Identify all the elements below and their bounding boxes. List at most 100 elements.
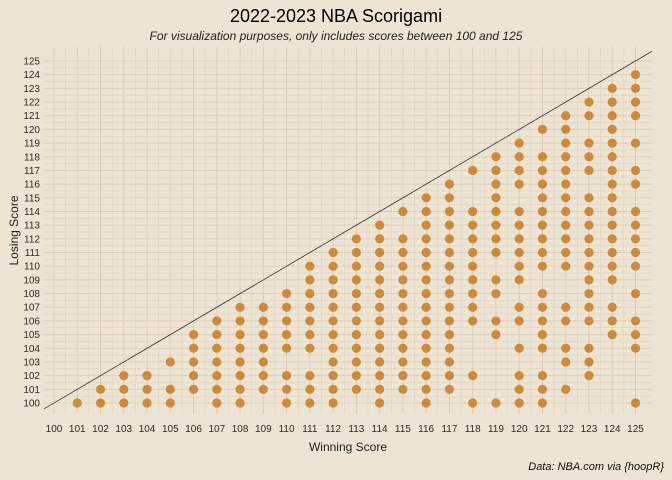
score-point	[212, 357, 222, 367]
score-point	[398, 343, 408, 353]
score-point	[351, 302, 361, 312]
y-tick-label: 106	[23, 316, 40, 327]
score-point	[630, 206, 641, 217]
y-tick-label: 104	[23, 344, 40, 355]
score-point	[282, 302, 292, 312]
score-point	[421, 302, 431, 312]
y-tick-label: 120	[23, 125, 40, 136]
x-tick-label: 123	[581, 424, 598, 435]
score-point	[514, 261, 524, 271]
score-point	[258, 357, 268, 367]
score-point	[235, 384, 245, 394]
score-point	[468, 206, 478, 217]
score-point	[607, 302, 617, 312]
y-tick-label: 114	[24, 207, 40, 218]
score-point	[607, 330, 617, 340]
score-point	[421, 357, 431, 367]
score-point	[584, 302, 594, 312]
score-point	[165, 384, 175, 394]
score-point	[444, 247, 455, 258]
score-point	[328, 288, 338, 299]
score-point	[514, 234, 524, 244]
score-point	[305, 330, 315, 340]
score-point	[235, 343, 245, 353]
score-point	[375, 371, 385, 381]
score-point	[537, 220, 548, 230]
score-point	[398, 206, 408, 217]
score-point	[398, 330, 408, 340]
x-tick-label: 113	[348, 424, 364, 435]
score-point	[305, 288, 315, 299]
score-point	[282, 288, 292, 299]
x-tick-label: 102	[92, 424, 109, 435]
score-point	[258, 330, 268, 340]
score-point	[607, 179, 617, 189]
score-point	[398, 247, 408, 258]
score-point	[444, 193, 455, 203]
score-point	[235, 371, 245, 381]
score-point	[514, 275, 524, 285]
x-tick-label: 125	[627, 424, 644, 435]
score-point	[514, 302, 524, 312]
score-point	[630, 165, 641, 176]
score-point	[537, 179, 548, 189]
score-point	[375, 220, 385, 230]
x-tick-label: 111	[302, 424, 318, 435]
x-axis-title: Winning Score	[309, 440, 387, 454]
score-point	[305, 316, 315, 326]
score-point	[328, 384, 338, 394]
score-point	[282, 371, 292, 381]
y-tick-label: 117	[24, 166, 40, 177]
x-tick-label: 105	[162, 424, 179, 435]
score-point	[212, 398, 222, 408]
score-point	[514, 179, 524, 189]
y-tick-label: 101	[23, 385, 40, 396]
score-point	[468, 220, 478, 230]
score-point	[305, 275, 315, 285]
score-point	[142, 398, 152, 408]
score-point	[421, 275, 431, 285]
score-point	[258, 302, 268, 312]
x-tick-label: 120	[511, 424, 528, 435]
score-point	[630, 234, 641, 244]
score-point	[444, 206, 455, 217]
score-point	[421, 384, 431, 394]
score-point	[351, 371, 361, 381]
score-point	[421, 288, 431, 299]
score-point	[444, 234, 455, 244]
score-point	[584, 206, 594, 217]
y-tick-label: 112	[24, 234, 40, 245]
score-point	[351, 247, 361, 258]
y-tick-label: 123	[23, 84, 40, 95]
score-point	[537, 124, 548, 134]
score-point	[398, 357, 408, 367]
score-point	[398, 234, 408, 244]
score-point	[351, 261, 361, 271]
score-point	[468, 371, 478, 381]
score-point	[212, 343, 222, 353]
score-point	[607, 247, 617, 258]
score-point	[119, 384, 129, 394]
x-tick-label: 122	[557, 424, 574, 435]
score-point	[95, 384, 106, 394]
score-point	[584, 165, 594, 176]
score-point	[630, 288, 641, 299]
score-point	[351, 288, 361, 299]
score-point	[630, 261, 641, 271]
score-point	[444, 220, 455, 230]
score-point	[607, 97, 617, 107]
x-tick-label: 117	[441, 424, 457, 435]
score-point	[607, 316, 617, 326]
score-point	[305, 343, 315, 353]
score-point	[235, 330, 245, 340]
score-point	[468, 288, 478, 299]
score-point	[468, 398, 478, 408]
x-tick-label: 116	[418, 424, 434, 435]
score-point	[607, 234, 617, 244]
score-point	[607, 138, 617, 148]
x-tick-label: 118	[465, 424, 481, 435]
score-point	[514, 138, 524, 148]
score-point	[514, 398, 524, 408]
score-point	[398, 316, 408, 326]
score-point	[328, 398, 338, 408]
